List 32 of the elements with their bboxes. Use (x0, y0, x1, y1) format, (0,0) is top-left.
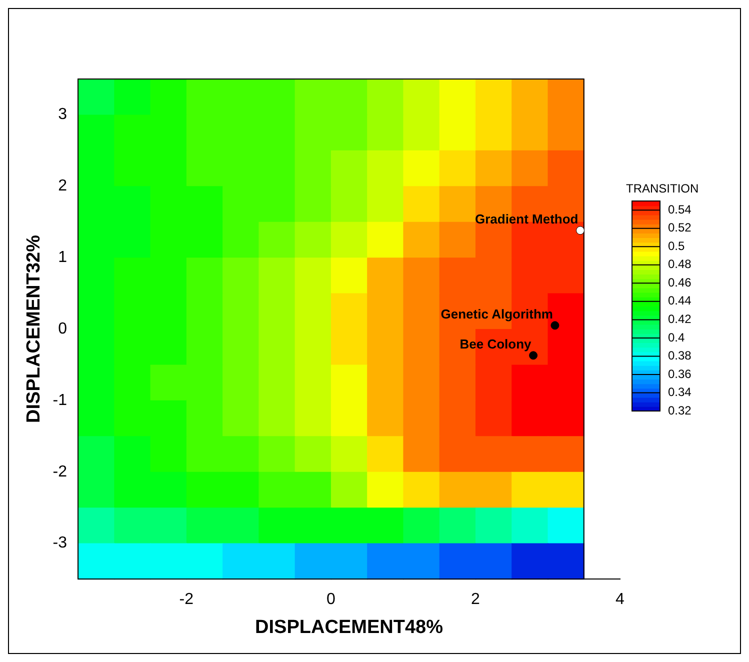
y-tick-label: -1 (52, 392, 68, 409)
color-bar-label: 0.36 (668, 366, 692, 381)
color-bar-label: 0.42 (668, 312, 692, 326)
x-axis-title: DISPLACEMENT48% (255, 616, 444, 638)
x-tick-label: 2 (471, 591, 480, 608)
color-bar-label: 0.54 (668, 202, 692, 216)
y-tick-label: 3 (58, 106, 68, 124)
y-tick-label: -3 (52, 534, 68, 552)
color-bar-label: 0.44 (668, 294, 692, 308)
x-tick-label: 0 (326, 591, 336, 608)
color-bar-label: 0.32 (668, 403, 692, 418)
color-bar-label: 0.34 (668, 385, 692, 400)
color-bar-label: 0.48 (668, 257, 692, 272)
series-label: Genetic Algorithm (440, 306, 553, 322)
point (576, 226, 585, 235)
point (529, 351, 538, 360)
series-label: Gradient Method (474, 212, 578, 227)
color-bar-label: 0.38 (668, 348, 692, 363)
y-tick-label: 2 (58, 178, 68, 195)
y-tick-label: 1 (58, 248, 68, 266)
x-tick-label: 4 (616, 591, 625, 608)
point (550, 321, 560, 330)
y-tick-label: -2 (52, 463, 68, 480)
color-bar-label: 0.5 (668, 238, 686, 253)
color-bar-label: 0.4 (668, 330, 686, 344)
x-tick-label: -2 (179, 591, 194, 608)
y-axis-title: DISPLACEMENT32% (24, 234, 45, 423)
color-bar-title: TRANSITION (626, 181, 699, 196)
y-tick-label: 0 (58, 320, 68, 338)
series-label: Bee Colony (460, 336, 532, 352)
color-bar-label: 0.52 (668, 220, 692, 235)
color-bar-label: 0.46 (668, 275, 692, 290)
